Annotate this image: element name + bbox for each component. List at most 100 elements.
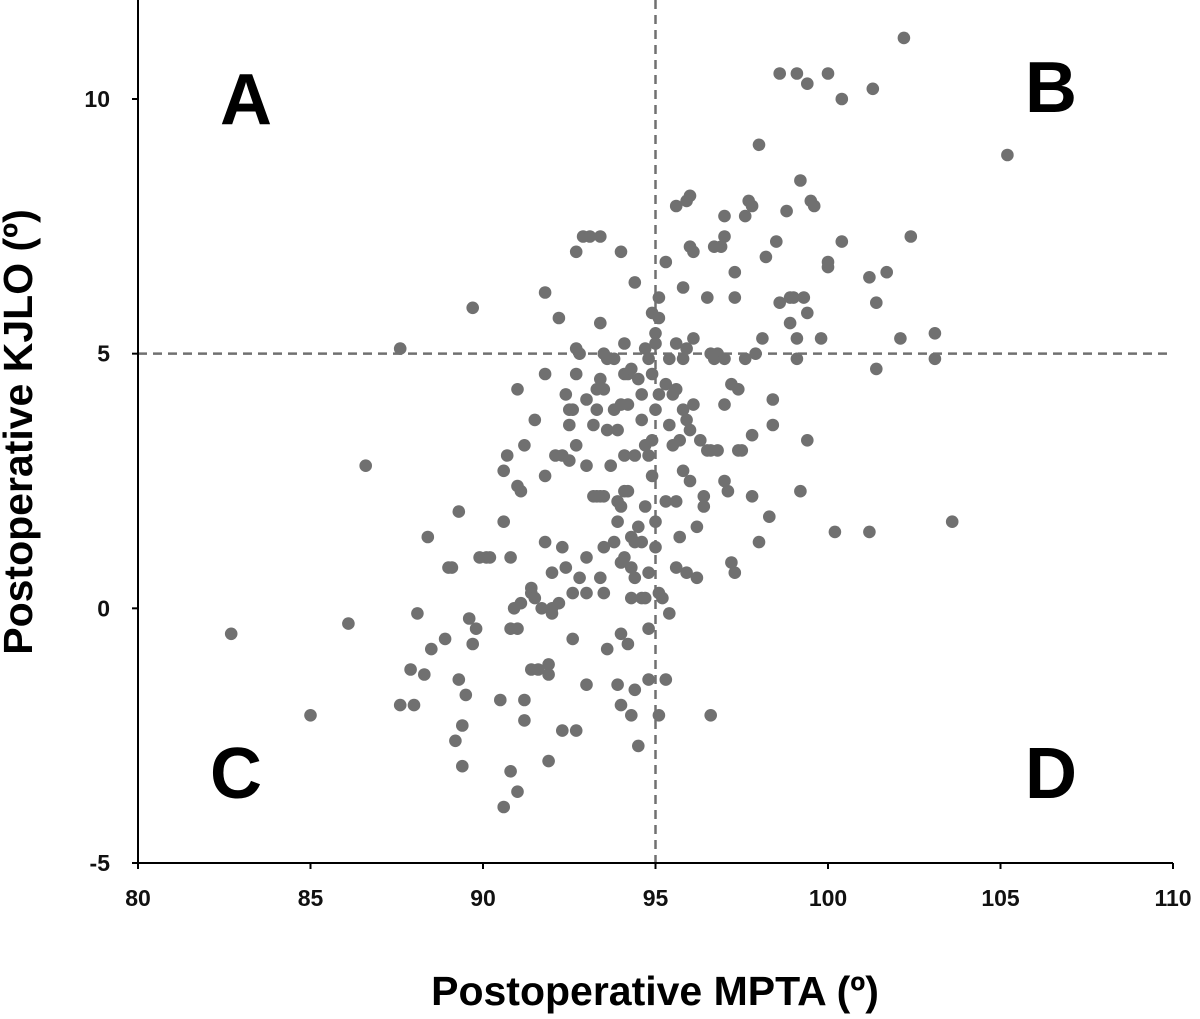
data-point [669, 337, 683, 350]
data-point [801, 306, 814, 320]
data-point [770, 235, 783, 248]
data-point [559, 561, 573, 574]
data-point [669, 199, 683, 213]
data-point [728, 291, 742, 304]
data-point [807, 199, 821, 213]
x-tick-label: 105 [981, 885, 1020, 911]
data-point [600, 423, 614, 437]
data-point [945, 515, 959, 528]
data-point [738, 352, 752, 366]
data-point [466, 301, 480, 315]
data-point [732, 383, 745, 396]
data-point [690, 520, 704, 534]
data-point [518, 693, 531, 707]
data-point [559, 388, 573, 401]
data-point [821, 255, 835, 269]
data-point [680, 566, 693, 579]
data-point [659, 255, 673, 269]
data-point [718, 352, 731, 366]
data-point [663, 607, 676, 620]
data-point [563, 418, 576, 432]
data-point [438, 632, 452, 646]
data-point [642, 352, 655, 366]
data-point [749, 347, 762, 361]
quadrant-label-top-left: A [220, 60, 272, 140]
data-point [638, 342, 652, 355]
data-point [611, 678, 624, 691]
data-point [649, 327, 662, 340]
data-point [597, 586, 611, 600]
data-point [683, 474, 697, 488]
data-point [614, 500, 628, 513]
reference-lines [138, 0, 1173, 863]
data-point [790, 67, 804, 80]
data-point [573, 571, 586, 585]
data-point [407, 698, 421, 712]
data-point [618, 337, 631, 350]
x-tick-label: 95 [643, 885, 669, 911]
data-point [552, 311, 566, 325]
data-point [342, 617, 355, 630]
data-point [728, 566, 742, 579]
y-tick-label: 0 [97, 595, 110, 621]
data-point [783, 316, 797, 330]
data-point [735, 444, 749, 457]
data-point [580, 678, 593, 691]
data-point [694, 434, 707, 447]
data-point [421, 530, 435, 544]
data-point [618, 551, 631, 564]
data-point [645, 469, 659, 483]
data-point [759, 250, 773, 264]
data-point [573, 347, 586, 361]
data-point [538, 286, 552, 299]
data-point [928, 327, 942, 340]
data-point [676, 281, 690, 294]
data-point [497, 515, 511, 528]
data-point [701, 291, 714, 304]
data-point [904, 230, 918, 243]
data-point [514, 596, 528, 610]
data-point [652, 291, 666, 304]
data-point [652, 311, 666, 325]
x-tick-label: 90 [470, 885, 496, 911]
data-point [714, 240, 728, 253]
data-point [604, 459, 617, 473]
data-point [628, 683, 642, 697]
data-point [535, 602, 548, 615]
data-point [766, 393, 780, 406]
data-point [828, 525, 842, 539]
data-point [456, 759, 469, 773]
data-point [625, 561, 638, 574]
data-point [790, 352, 804, 366]
data-point [583, 230, 597, 243]
data-point [511, 383, 524, 396]
quadrant-label-bottom-right: D [1025, 734, 1077, 814]
data-point [638, 500, 652, 513]
data-point [456, 719, 469, 732]
data-point [669, 495, 683, 508]
data-point [787, 291, 800, 304]
data-point [659, 673, 673, 686]
data-point [594, 230, 607, 243]
data-point [518, 714, 531, 727]
data-point [756, 332, 769, 345]
data-point [452, 673, 466, 686]
data-point [763, 510, 776, 523]
data-point [418, 668, 431, 681]
data-point [504, 551, 517, 564]
data-point [652, 388, 666, 401]
data-point [621, 398, 635, 411]
data-point [645, 434, 659, 447]
quadrant-labels: A B C D [210, 48, 1077, 814]
data-point [597, 490, 611, 503]
data-point [790, 332, 804, 345]
data-point [497, 800, 511, 814]
data-point [680, 342, 693, 355]
data-point [697, 490, 711, 503]
data-point [611, 515, 624, 528]
data-point [504, 765, 517, 778]
data-point [607, 535, 621, 549]
data-point [773, 67, 786, 80]
data-point [780, 204, 793, 218]
data-point [745, 490, 759, 503]
